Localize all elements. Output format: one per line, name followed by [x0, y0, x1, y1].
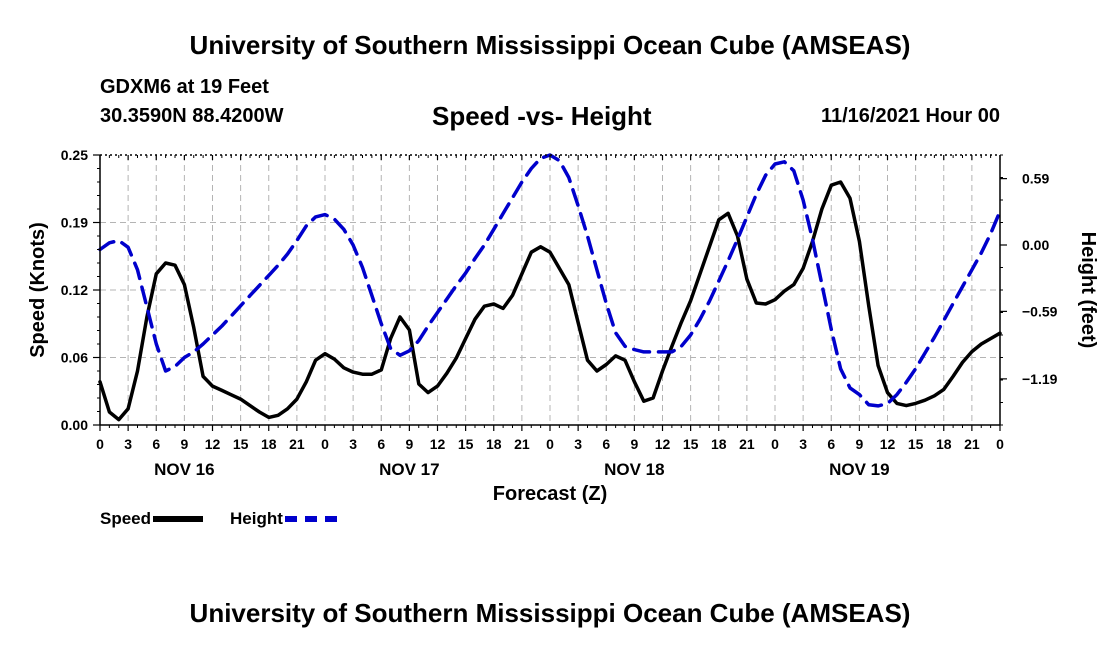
x-tick-label: 12	[880, 436, 896, 452]
x-tick-label: 6	[602, 436, 610, 452]
y-tick-label: 0.19	[61, 215, 88, 231]
x-tick-label: 18	[261, 436, 277, 452]
x-tick-label: 0	[996, 436, 1004, 452]
x-tick-label: 3	[349, 436, 357, 452]
y-tick-label: 0.00	[61, 417, 88, 433]
x-tick-label: 3	[124, 436, 132, 452]
legend-speed-swatch	[153, 516, 204, 522]
chart-title: University of Southern Mississippi Ocean…	[189, 30, 911, 60]
legend-speed-label: Speed	[100, 509, 152, 528]
y2-tick-label: 0.00	[1022, 237, 1049, 253]
legend-height-label: Height	[230, 509, 283, 528]
x-tick-label: 15	[458, 436, 474, 452]
y2-tick-label: −0.59	[1022, 303, 1058, 319]
x-tick-label: 21	[514, 436, 530, 452]
footer-title: University of Southern Mississippi Ocean…	[189, 598, 911, 628]
x-tick-label: 18	[936, 436, 952, 452]
x-tick-label: 9	[855, 436, 863, 452]
legend-speed: Speed	[100, 508, 204, 530]
x-tick-label: 0	[546, 436, 554, 452]
x-tick-label: 21	[739, 436, 755, 452]
x-tick-label: 9	[405, 436, 413, 452]
x-tick-label: 21	[289, 436, 305, 452]
x-tick-label: 0	[96, 436, 104, 452]
station-name: GDXM6 at 19 Feet	[100, 76, 269, 98]
x-tick-label: 15	[233, 436, 249, 452]
x-tick-label: 12	[655, 436, 671, 452]
x-tick-label: 15	[908, 436, 924, 452]
day-label: NOV 16	[154, 460, 214, 479]
x-tick-label: 0	[321, 436, 329, 452]
x-tick-label: 18	[486, 436, 502, 452]
x-tick-label: 6	[377, 436, 385, 452]
y-tick-label: 0.12	[61, 282, 88, 298]
legend-height: Height	[230, 508, 337, 530]
x-axis-label: Forecast (Z)	[493, 483, 607, 505]
y2-tick-label: −1.19	[1022, 371, 1058, 387]
x-tick-label: 18	[711, 436, 727, 452]
y-axis-label: Speed (Knots)	[27, 222, 49, 358]
axes: 0 3 6 9 12 15 18 21 0 3 6 9 12 15 18 21 0 3 6 9 12 15 18 21 0 3 6 9…	[61, 147, 1058, 479]
legend-height-swatch	[284, 516, 337, 522]
x-tick-label: 3	[799, 436, 807, 452]
x-tick-label: 0	[771, 436, 779, 452]
series-line-speed	[98, 180, 1002, 422]
chart-subtitle: Speed -vs- Height	[432, 101, 652, 131]
y2-tick-label: 0.59	[1022, 171, 1049, 187]
y2-axis-label: Height (feet)	[1077, 232, 1099, 349]
x-tick-label: 12	[430, 436, 446, 452]
x-tick-label: 21	[964, 436, 980, 452]
x-tick-label: 3	[574, 436, 582, 452]
station-coordinates: 30.3590N 88.4200W	[100, 105, 284, 127]
x-tick-label: 12	[205, 436, 221, 452]
day-label: NOV 17	[379, 460, 439, 479]
y-tick-label: 0.06	[61, 350, 88, 366]
x-tick-label: 9	[180, 436, 188, 452]
x-tick-label: 6	[827, 436, 835, 452]
x-tick-label: 9	[630, 436, 638, 452]
x-tick-label: 6	[152, 436, 160, 452]
day-label: NOV 19	[829, 460, 889, 479]
y-tick-label: 0.25	[61, 147, 88, 163]
x-tick-label: 15	[683, 436, 699, 452]
forecast-datetime: 11/16/2021 Hour 00	[820, 105, 1000, 127]
day-label: NOV 18	[604, 460, 664, 479]
